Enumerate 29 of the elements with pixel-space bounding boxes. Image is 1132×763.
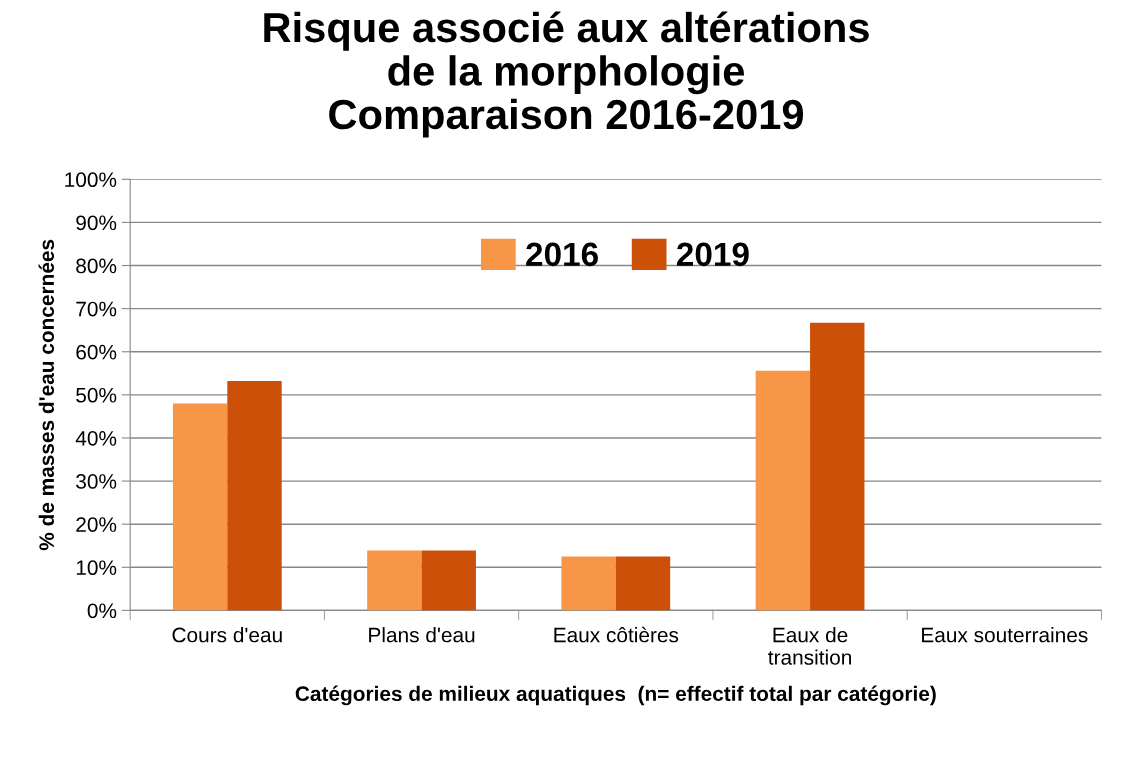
- bar: [561, 556, 616, 611]
- y-tick-label: 50%: [76, 387, 117, 403]
- legend-label: 2019: [676, 242, 749, 267]
- chart-title: Risque associé aux altérations de la morphologie Comparaison 2016-2019: [264, 11, 869, 138]
- y-tick-label: 70%: [76, 301, 117, 317]
- y-tick-label: 100%: [65, 172, 117, 188]
- y-tick-label: 20%: [76, 517, 117, 532]
- y-axis-title: % de masses d'eau concernées: [38, 239, 55, 551]
- y-tick-label: 60%: [76, 344, 117, 360]
- x-axis-title: Catégories de milieux aquatiques (n= effectif total par catégorie): [295, 685, 936, 706]
- bar: [172, 403, 228, 611]
- x-tick-label: Eaux de transition: [768, 627, 851, 665]
- bar: [810, 322, 865, 611]
- bar: [227, 381, 282, 611]
- legend-label: 2016: [526, 242, 598, 267]
- y-tick-label: 80%: [76, 258, 117, 274]
- x-tick-label: Eaux côtières: [554, 626, 679, 643]
- y-tick-label: 40%: [75, 430, 117, 446]
- y-tick-label: 30%: [76, 474, 117, 489]
- bar: [367, 550, 422, 611]
- y-tick-label: 90%: [76, 215, 117, 231]
- y-tick-label: 10%: [76, 560, 117, 576]
- bar: [755, 370, 811, 611]
- y-tick-label: 0%: [87, 603, 117, 619]
- bar: [615, 556, 671, 611]
- x-tick-label: Eaux souterraines: [922, 627, 1088, 643]
- x-tick-label: Plans d'eau: [369, 627, 475, 643]
- bar: [421, 550, 476, 611]
- x-tick-label: Cours d'eau: [172, 627, 282, 643]
